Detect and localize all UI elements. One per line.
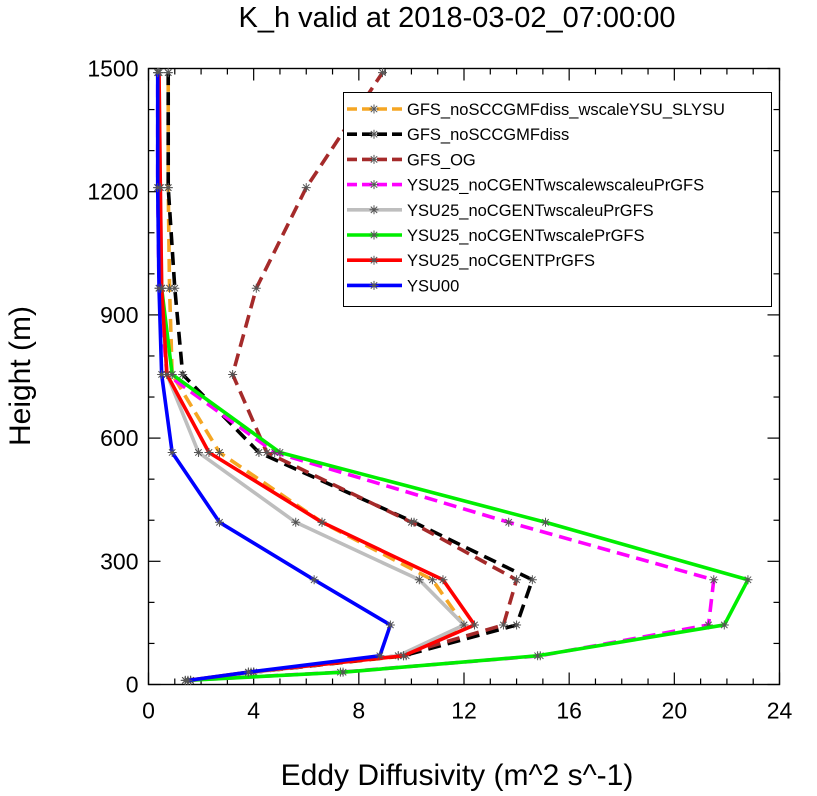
- data-point: [512, 575, 522, 585]
- data-point: [470, 620, 480, 630]
- data-point: [214, 447, 224, 457]
- data-point: [153, 68, 163, 78]
- data-point: [262, 447, 272, 457]
- series-7: [153, 68, 395, 685]
- legend-label: YSU25_noCGENTwscaleuPrGFS: [407, 202, 654, 220]
- data-point: [709, 575, 719, 585]
- legend-marker: [369, 104, 379, 114]
- data-point: [377, 68, 387, 78]
- x-tick-label: 4: [247, 698, 260, 724]
- legend-label: YSU25_noCGENTwscalePrGFS: [407, 227, 645, 245]
- legend-entry: YSU25_noCGENTwscalewscaleuPrGFS: [347, 177, 704, 195]
- data-point: [406, 517, 416, 527]
- legend-entry: YSU25_noCGENTwscaleuPrGFS: [347, 202, 654, 220]
- data-point: [193, 447, 203, 457]
- y-tick-label: 600: [100, 425, 138, 451]
- legend-entry: YSU25_noCGENTPrGFS: [347, 252, 595, 270]
- data-point: [375, 651, 385, 661]
- data-point: [438, 575, 448, 585]
- data-point: [533, 651, 543, 661]
- y-tick-label: 300: [100, 548, 138, 574]
- data-point: [309, 575, 319, 585]
- y-tick-label: 1200: [87, 179, 138, 205]
- x-tick-label: 24: [767, 698, 793, 724]
- data-point: [719, 620, 729, 630]
- legend-marker: [369, 154, 379, 164]
- legend-entries: GFS_noSCCGMFdiss_wscaleYSU_SLYSU GFS_noSC…: [347, 101, 725, 295]
- legend-label: GFS_noSCCGMFdiss: [407, 126, 569, 144]
- data-point: [527, 575, 537, 585]
- y-tick-label: 900: [100, 302, 138, 328]
- data-point: [163, 183, 173, 193]
- x-tick-label: 12: [451, 698, 477, 724]
- legend-marker: [369, 280, 379, 290]
- data-point: [183, 675, 193, 685]
- data-point: [385, 620, 395, 630]
- x-tick-label: 16: [556, 698, 582, 724]
- data-point: [504, 517, 514, 527]
- data-point: [498, 620, 508, 630]
- data-point: [291, 517, 301, 527]
- legend-entry: GFS_noSCCGMFdiss: [347, 126, 569, 144]
- data-point: [301, 183, 311, 193]
- legend-label: GFS_noSCCGMFdiss_wscaleYSU_SLYSU: [407, 101, 725, 119]
- legend-label: GFS_OG: [407, 151, 476, 169]
- data-point: [399, 651, 409, 661]
- data-point: [275, 447, 285, 457]
- y-tick-label: 0: [126, 672, 139, 698]
- data-point: [270, 447, 280, 457]
- legend-label: YSU25_noCGENTPrGFS: [407, 252, 595, 270]
- legend-marker: [369, 180, 379, 190]
- chart-title: K_h valid at 2018-03-02_07:00:00: [239, 2, 676, 34]
- data-point: [414, 575, 424, 585]
- x-tick-label: 20: [662, 698, 688, 724]
- legend-entry: YSU25_noCGENTwscalePrGFS: [347, 227, 645, 245]
- data-point: [167, 369, 177, 379]
- data-point: [167, 447, 177, 457]
- legend-entry: GFS_OG: [347, 151, 476, 169]
- x-axis-title: Eddy Diffusivity (m^2 s^-1): [281, 759, 634, 792]
- data-point: [251, 283, 261, 293]
- data-point: [427, 575, 437, 585]
- legend-entry: YSU00: [347, 277, 459, 295]
- data-point: [317, 517, 327, 527]
- y-axis: 0 300 600 900 1200 1500: [87, 56, 780, 698]
- data-point: [165, 283, 175, 293]
- data-point: [178, 369, 188, 379]
- legend-marker: [369, 129, 379, 139]
- data-point: [541, 517, 551, 527]
- legend: GFS_noSCCGMFdiss_wscaleYSU_SLYSU GFS_noSC…: [343, 92, 772, 307]
- x-tick-label: 8: [352, 698, 365, 724]
- data-point: [338, 667, 348, 677]
- data-point: [162, 369, 172, 379]
- data-point: [743, 575, 753, 585]
- x-axis: 0 4 8 12 16 20 24: [142, 68, 793, 724]
- data-point: [153, 183, 163, 193]
- data-point: [204, 447, 214, 457]
- x-tick-label: 0: [142, 698, 155, 724]
- data-point: [154, 283, 164, 293]
- data-point: [163, 68, 173, 78]
- data-point: [243, 667, 253, 677]
- data-point: [254, 447, 264, 457]
- y-axis-title: Height (m): [4, 306, 37, 446]
- legend-entry: GFS_noSCCGMFdiss_wscaleYSU_SLYSU: [347, 101, 725, 119]
- legend-box: [343, 92, 772, 307]
- data-point: [228, 369, 238, 379]
- legend-marker: [369, 205, 379, 215]
- data-point: [512, 620, 522, 630]
- data-point: [214, 517, 224, 527]
- legend-marker: [369, 230, 379, 240]
- data-point: [170, 283, 180, 293]
- series-group: [153, 68, 753, 685]
- data-point: [157, 369, 167, 379]
- legend-label: YSU00: [407, 277, 459, 295]
- y-tick-label: 1500: [87, 56, 138, 82]
- data-point: [459, 620, 469, 630]
- legend-marker: [369, 255, 379, 265]
- legend-label: YSU25_noCGENTwscalewscaleuPrGFS: [407, 177, 704, 195]
- data-point: [704, 620, 714, 630]
